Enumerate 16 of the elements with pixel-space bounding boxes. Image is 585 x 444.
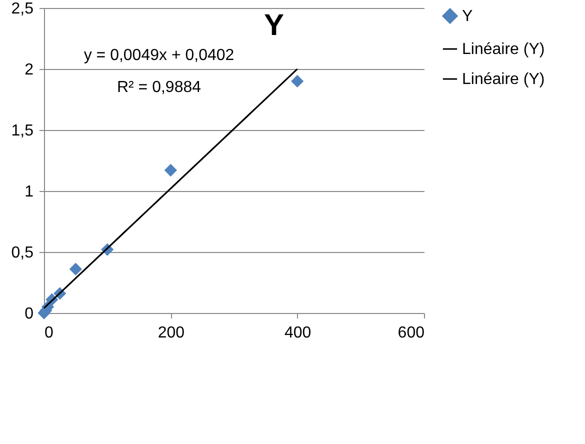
y-tick-label: 0 bbox=[24, 306, 34, 322]
x-tick-label: 400 bbox=[284, 324, 312, 342]
y-tick-label: 2,5 bbox=[11, 0, 34, 18]
legend-label: Y bbox=[462, 8, 473, 25]
legend-label: Linéaire (Y) bbox=[462, 71, 545, 88]
y-tick-label: 1 bbox=[24, 184, 34, 200]
y-tick-label: 1,5 bbox=[11, 122, 34, 140]
annotation: y = 0,0049x + 0,0402 bbox=[84, 47, 234, 64]
x-tick-label: 200 bbox=[158, 324, 185, 342]
chart-title: Y bbox=[264, 9, 284, 42]
x-tick-label: 0 bbox=[44, 324, 54, 342]
y-tick-label: 2 bbox=[24, 62, 34, 78]
legend-label: Linéaire (Y) bbox=[462, 41, 545, 58]
y-tick-label: 0,5 bbox=[11, 244, 34, 262]
annotation: R² = 0,9884 bbox=[116, 79, 202, 96]
x-tick-label: 600 bbox=[398, 324, 425, 342]
